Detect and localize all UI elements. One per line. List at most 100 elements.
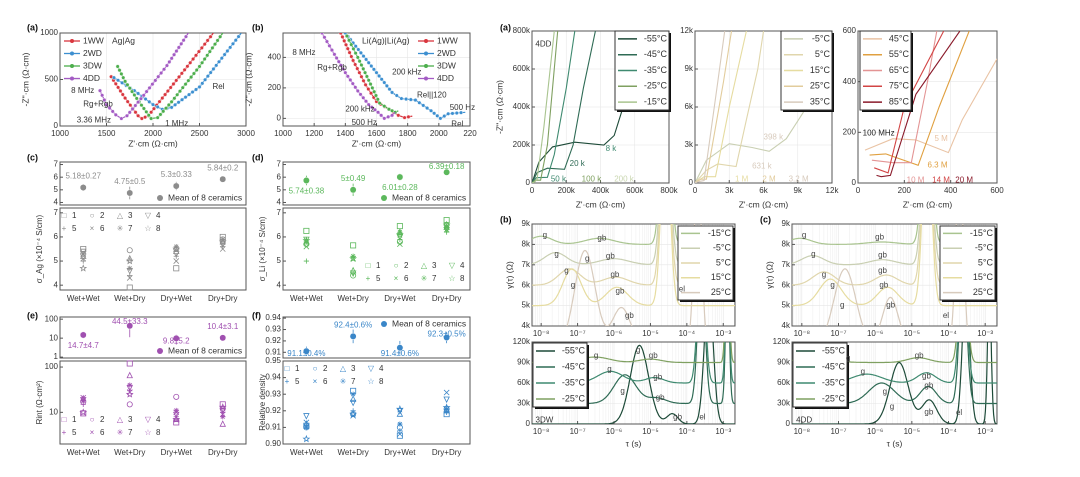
data-point-4DD (110, 109, 115, 114)
panel-label: (b) (252, 22, 264, 32)
series-line-65°C (871, 31, 938, 164)
data-point-1WW (359, 74, 364, 79)
x-tick-label: 10⁻⁵ (904, 329, 920, 338)
panel-label: (a) (27, 22, 38, 32)
legend-label: 5°C (716, 257, 732, 267)
series-line-5°C (695, 31, 765, 183)
data-point-3DW (200, 60, 205, 65)
data-point-3DW (357, 59, 362, 64)
ceramic-6-cross-marker (126, 275, 133, 281)
y-axis-title: γ(τ) (Ω) (764, 261, 774, 289)
data-point-3DW (186, 78, 191, 83)
mean-value-label: 5.84±0.2 (207, 163, 239, 172)
data-point-4DD (138, 96, 143, 101)
data-point-2WD (116, 78, 121, 83)
data-point-3DW (377, 101, 382, 106)
ceramic-8-star-marker (395, 405, 404, 413)
ceramic-7-asterisk-marker (397, 421, 403, 427)
legend-label: 2WD (437, 48, 456, 58)
data-point-3DW (121, 75, 126, 80)
y-tick-label: 1000 (40, 28, 58, 37)
data-point-2WD (384, 83, 389, 88)
y-tick-label: 6 (277, 232, 282, 241)
plot-frame (282, 161, 471, 206)
ceramic-3-triangle-up-marker (126, 371, 133, 379)
x-tick-label: 0 (693, 186, 698, 195)
x-tick-label: 10⁻⁶ (606, 427, 622, 436)
data-point-2WD (408, 97, 413, 102)
annotation: gb (878, 251, 887, 260)
ceramic-3-triangle-up-marker (396, 410, 404, 417)
y-tick-label: 4 (54, 280, 59, 289)
ceramic-8-star-marker (302, 236, 311, 244)
data-point-1WW (168, 85, 173, 90)
legend-label: -25°C (822, 393, 846, 403)
data-point-3DW (218, 34, 223, 39)
data-point-2WD (150, 102, 155, 107)
data-point-3DW (212, 42, 217, 47)
annotation: g (585, 254, 589, 263)
y-tick-label: 90k (517, 358, 531, 367)
data-point-3DW (375, 97, 380, 102)
y-tick-label: 60k (777, 378, 791, 387)
ceramic-key-label: 1 (72, 415, 77, 424)
data-point-4DD (159, 70, 164, 75)
category-label: Wet+Wet (290, 294, 324, 303)
data-point-4DD (336, 59, 341, 64)
legend-label: -55°C (822, 345, 846, 355)
annotation: gb (649, 351, 658, 360)
data-point-2WD (438, 116, 443, 121)
ceramic-key-label: 5 (72, 224, 77, 233)
ceramic-key-label: 2 (323, 364, 328, 373)
data-point-4DD (119, 116, 124, 121)
mean-point (172, 182, 180, 190)
data-point-2WD (190, 90, 195, 95)
ceramic-3-triangle-up-marker (219, 420, 226, 427)
data-point-3DW (155, 115, 160, 120)
x-tick-label: 10⁻³ (715, 427, 731, 436)
data-point-2WD (180, 97, 185, 102)
ceramic-6-cross-marker (173, 258, 180, 264)
annotation: 100 k (582, 174, 603, 183)
data-point-4DD (341, 66, 346, 71)
data-point-3DW (353, 51, 358, 56)
x-tick-label: 10⁻⁸ (533, 427, 550, 436)
y-tick-label: 0.92 (265, 406, 281, 415)
x-axis-title: Z'·cm (Ω·cm) (128, 138, 178, 148)
data-point-3DW (141, 106, 146, 111)
y-tick-label: 4k (522, 321, 531, 330)
ceramic-key-marker: □ (285, 364, 290, 373)
data-point-3DW (144, 109, 149, 114)
annotation: gb (924, 407, 933, 416)
ceramic-key-label: 3 (351, 364, 356, 373)
y-tick-label: 30k (777, 399, 791, 408)
data-point-1WW (188, 60, 193, 65)
annotation: 4DD (535, 39, 551, 48)
y-tick-label: 4 (277, 198, 282, 207)
annotation: el (956, 408, 962, 417)
data-point-4DD (133, 103, 138, 108)
legend-marker (70, 76, 74, 81)
ceramic-8-star-marker (125, 390, 134, 398)
data-point-3DW (146, 113, 151, 118)
annotation: 500 Hz (352, 118, 377, 127)
data-point-3DW (207, 49, 212, 54)
data-point-1WW (191, 57, 196, 62)
mean-value-label: 91.4±0.6% (381, 349, 419, 358)
ceramic-7-asterisk-marker (173, 407, 179, 414)
legend-label: 25°C (973, 287, 994, 297)
data-point-3DW (149, 116, 154, 121)
mean-value-label: 44.5±33.3 (112, 317, 148, 326)
data-point-2WD (446, 111, 451, 116)
drt-curve--55°C (792, 342, 997, 424)
left-c-bottom-axes: 4 5 6 7 (54, 207, 247, 291)
ceramic-key-label: 2 (100, 211, 105, 220)
legend-label: -15°C (644, 96, 668, 106)
x-axis-title: τ (s) (626, 438, 642, 448)
data-point-3DW (382, 104, 387, 109)
y-tick-label: 4k (782, 321, 791, 330)
data-point-2WD (183, 95, 188, 100)
panel-label: (d) (252, 152, 264, 162)
data-point-4DD (361, 95, 366, 100)
annotation: Rg+Rgb (83, 100, 113, 109)
